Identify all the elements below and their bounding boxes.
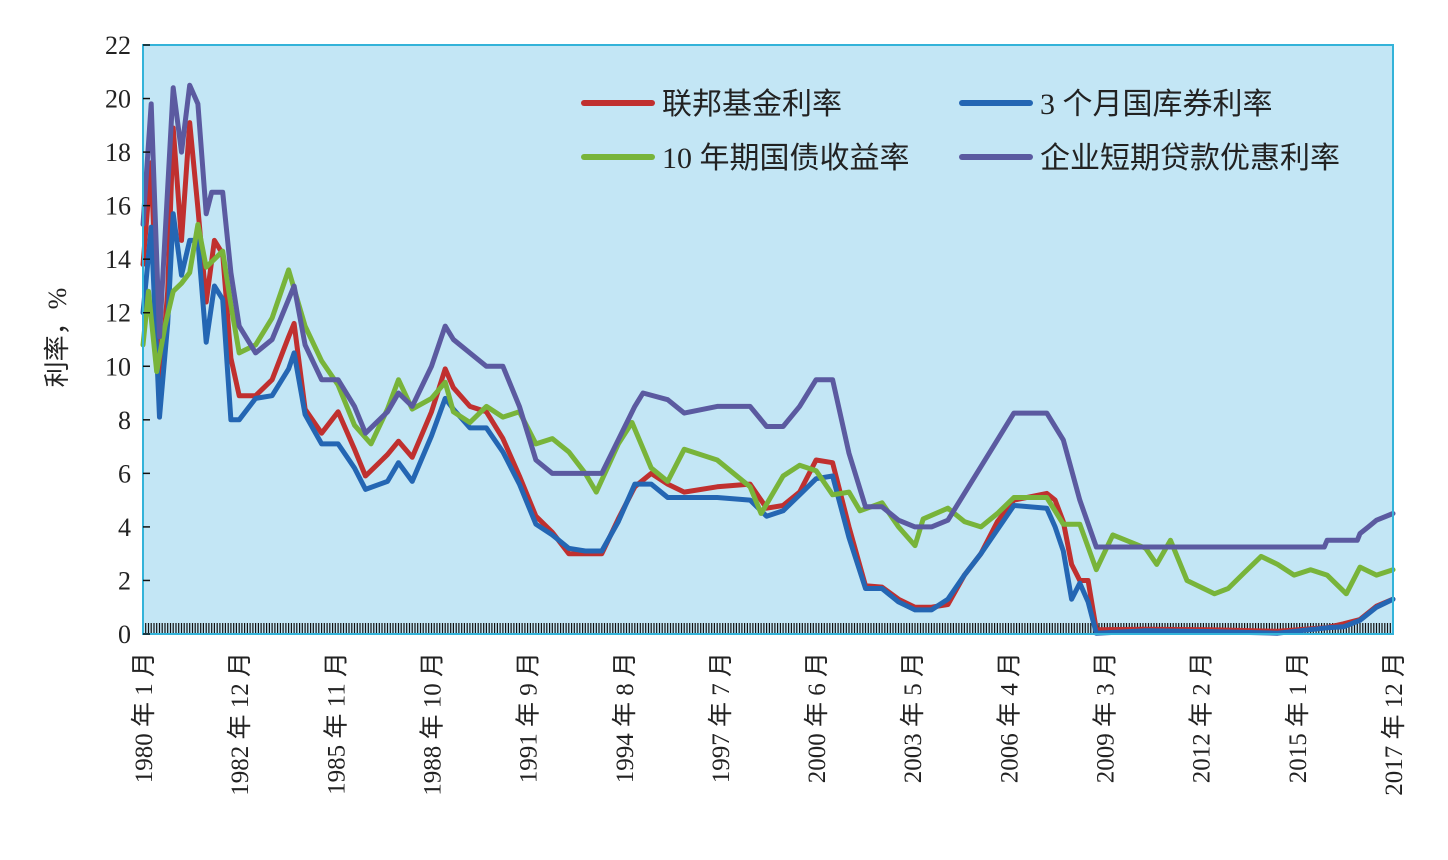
y-tick-label: 22 [105,31,131,60]
legend-label: 3 个月国库券利率 [1040,88,1273,121]
legend-label: 联邦基金利率 [662,88,842,121]
y-tick-label: 4 [118,513,131,542]
y-tick-label: 20 [105,85,131,114]
x-tick-label: 1997 年 7 月 [707,652,735,783]
x-tick-label: 1985 年 11 月 [322,652,350,795]
plot-area [143,45,1393,634]
x-tick-label: 1988 年 10 月 [419,652,447,796]
x-tick-label: 2003 年 5 月 [899,652,927,783]
x-tick-label: 1982 年 12 月 [226,652,254,796]
x-tick-label: 2012 年 2 月 [1188,652,1216,783]
y-axis-label: 利率，% [43,288,72,388]
x-tick-label: 1994 年 8 月 [611,652,639,783]
series-line-4 [140,82,1396,550]
y-tick-label: 12 [105,299,131,328]
y-tick-label: 16 [105,192,131,221]
x-tick-label: 1980 年 1 月 [130,652,158,783]
y-axis-ticks: 0 2 4 6 8 10 12 14 16 18 20 22 [105,31,150,649]
legend: 联邦基金利率 3 个月国库券利率 10 年期国债收益率 企业短期贷款优惠利率 [581,88,1340,175]
series-lines [140,82,1396,636]
plot-border [142,44,1394,635]
series-line-3 [140,221,1396,597]
x-tick-label: 1991 年 9 月 [515,652,543,783]
y-tick-label: 10 [105,352,131,381]
x-axis-ticks: 1980 年 1 月 1982 年 12 月 1985 年 11 月 1988 年 1… [130,652,1408,796]
x-tick-label: 2017 年 12 月 [1380,652,1408,796]
y-tick-label: 6 [118,459,131,488]
x-tick-label: 2000 年 6 月 [803,652,831,783]
legend-label: 10 年期国债收益率 [662,142,910,175]
x-tick-label: 2006 年 4 月 [995,652,1023,783]
series-line-2 [140,211,1396,636]
y-tick-label: 14 [105,245,131,274]
y-tick-label: 8 [118,406,131,435]
y-tick-label: 18 [105,138,131,167]
x-tick-label: 2009 年 3 月 [1092,652,1120,783]
x-tick-label: 2015 年 1 月 [1284,652,1312,783]
legend-label: 企业短期贷款优惠利率 [1040,142,1340,175]
y-tick-label: 0 [118,620,131,649]
y-tick-label: 2 [118,566,131,595]
